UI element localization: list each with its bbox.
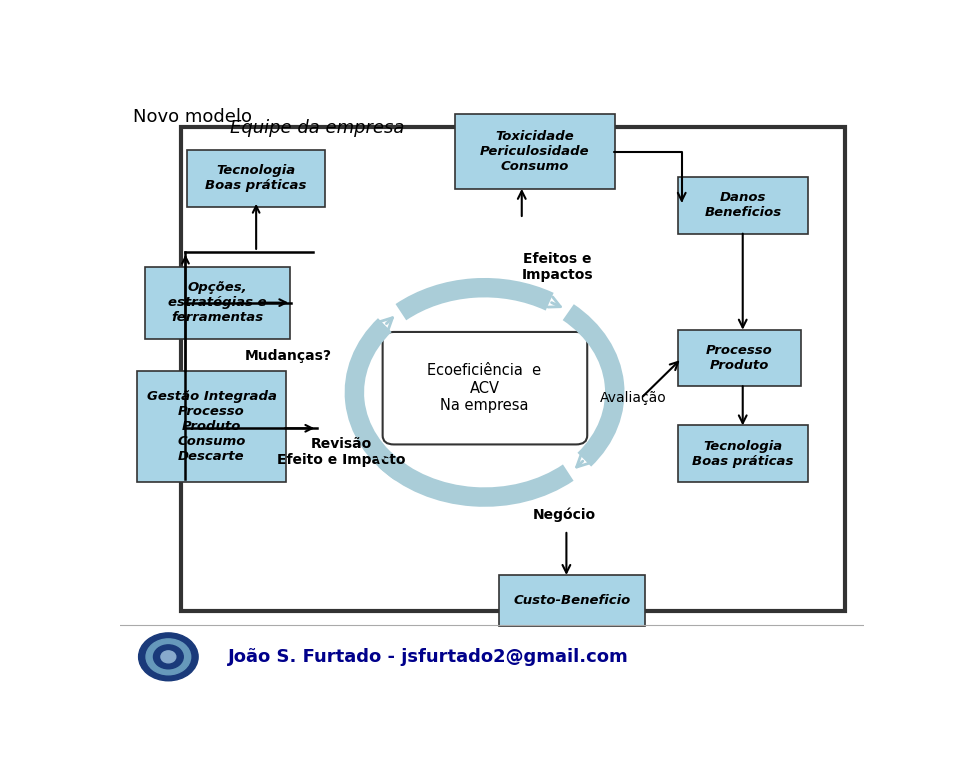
Text: Efeitos e
Impactos: Efeitos e Impactos [522,252,593,282]
Text: Tecnologia
Boas práticas: Tecnologia Boas práticas [692,440,794,468]
Circle shape [154,645,183,669]
Circle shape [146,639,191,674]
Circle shape [161,651,176,663]
Text: Negócio: Negócio [533,508,596,522]
Text: João S. Furtado - jsfurtado2@gmail.com: João S. Furtado - jsfurtado2@gmail.com [228,648,629,666]
Text: Danos
Beneficios: Danos Beneficios [705,191,781,219]
FancyBboxPatch shape [145,267,290,339]
Text: Ecoeficiência  e
ACV
Na empresa: Ecoeficiência e ACV Na empresa [427,364,541,413]
Text: Tecnologia
Boas práticas: Tecnologia Boas práticas [205,165,306,193]
Circle shape [138,633,198,681]
Text: Novo modelo: Novo modelo [133,108,252,126]
FancyBboxPatch shape [137,371,286,482]
FancyBboxPatch shape [455,114,614,189]
Text: Equipe da empresa: Equipe da empresa [230,119,404,137]
FancyBboxPatch shape [678,177,808,234]
FancyBboxPatch shape [181,127,846,611]
Text: Gestão Integrada
Processo
Produto
Consumo
Descarte: Gestão Integrada Processo Produto Consum… [147,390,276,463]
Text: Opções,
estratégias e
ferramentas: Opções, estratégias e ferramentas [168,281,267,324]
Text: Processo
Produto: Processo Produto [706,344,773,372]
FancyBboxPatch shape [678,425,808,482]
FancyBboxPatch shape [678,329,801,386]
Text: Revisão
Efeito e Impacto: Revisão Efeito e Impacto [277,437,406,467]
Text: Toxicidade
Periculosidade
Consumo: Toxicidade Periculosidade Consumo [480,130,589,173]
Text: Custo-Beneficio: Custo-Beneficio [514,594,631,607]
FancyBboxPatch shape [499,575,644,625]
Text: Avaliação: Avaliação [600,392,666,406]
FancyBboxPatch shape [383,332,588,444]
FancyBboxPatch shape [187,150,324,207]
Text: Mudanças?: Mudanças? [245,350,332,364]
